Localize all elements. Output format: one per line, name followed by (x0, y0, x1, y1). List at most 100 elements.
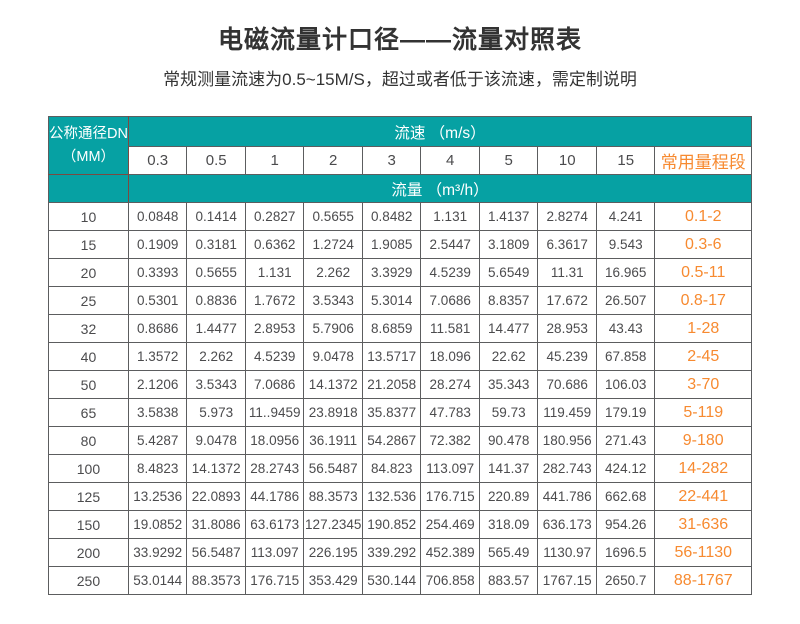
flow-value-cell: 7.0686 (244, 370, 305, 399)
flow-value-cell: 33.9292 (127, 538, 188, 567)
flow-value-cell: 883.57 (478, 566, 539, 595)
flow-value-cell: 176.715 (244, 566, 305, 595)
flow-value-cell: 31.8086 (186, 510, 246, 539)
flow-value-cell: 271.43 (595, 426, 656, 455)
dn-header-line2: （MM） (61, 148, 116, 165)
range-column-header: 常用量程段 (654, 146, 753, 175)
dn-value-cell: 150 (47, 510, 129, 539)
speed-column-header: 10 (537, 146, 597, 175)
table-row: 15 0.1909 0.3181 0.6362 1.2724 1.9085 2.5447 3.… (47, 230, 753, 259)
flow-comparison-table: 公称通径DN （MM） 流速 （m/s） 0.3 0.5 1 2 3 4 5 1… (47, 116, 753, 595)
flow-value-cell: 53.0144 (127, 566, 188, 595)
flow-value-cell: 2.1206 (127, 370, 188, 399)
flow-value-cell: 1130.97 (537, 538, 597, 567)
page-title: 电磁流量计口径——流量对照表 (217, 26, 582, 54)
flow-value-cell: 179.19 (595, 398, 656, 427)
range-value-cell: 0.3-6 (654, 230, 753, 259)
dn-value-cell: 80 (47, 426, 129, 455)
flow-value-cell: 2.262 (186, 342, 246, 371)
flow-value-cell: 180.956 (537, 426, 597, 455)
flow-value-cell: 28.274 (420, 370, 480, 399)
table-row: 50 2.1206 3.5343 7.0686 14.1372 21.2058 28.274… (47, 370, 753, 399)
range-value-cell: 31-636 (654, 510, 753, 539)
flow-value-cell: 424.12 (595, 454, 656, 483)
dn-value-cell: 200 (47, 538, 129, 567)
flow-value-cell: 1.4137 (478, 202, 539, 231)
flow-value-cell: 2.262 (303, 258, 363, 287)
table-row: 250 53.0144 88.3573 176.715 353.429 530.144 70… (47, 566, 753, 595)
speed-column-header: 15 (595, 146, 656, 175)
flow-value-cell: 113.097 (420, 454, 480, 483)
flow-value-cell: 4.5239 (244, 342, 305, 371)
flow-value-cell: 47.783 (420, 398, 480, 427)
flow-value-cell: 0.0848 (127, 202, 188, 231)
flow-value-cell: 0.5301 (127, 286, 188, 315)
range-value-cell: 56-1130 (654, 538, 753, 567)
table-row: 80 5.4287 9.0478 18.0956 36.1911 54.2867 72.38… (47, 426, 753, 455)
dn-value-cell: 20 (47, 258, 129, 287)
flow-value-cell: 1.3572 (127, 342, 188, 371)
flow-value-cell: 2650.7 (595, 566, 656, 595)
flow-value-cell: 11.581 (420, 314, 480, 343)
flow-value-cell: 0.1909 (127, 230, 188, 259)
flow-value-cell: 176.715 (420, 482, 480, 511)
flow-value-cell: 7.0686 (420, 286, 480, 315)
dn-value-cell: 32 (47, 314, 129, 343)
table-row: 100 8.4823 14.1372 28.2743 56.5487 84.823 113.… (47, 454, 753, 483)
flow-value-cell: 954.26 (595, 510, 656, 539)
flow-value-cell: 43.43 (595, 314, 656, 343)
flow-value-cell: 14.1372 (303, 370, 363, 399)
range-value-cell: 1-28 (654, 314, 753, 343)
range-value-cell: 0.5-11 (654, 258, 753, 287)
speed-unit-header: 流速 （m/s） (127, 116, 753, 147)
flow-value-cell: 63.6173 (244, 510, 305, 539)
flow-value-cell: 13.5717 (361, 342, 422, 371)
flow-value-cell: 2.8953 (244, 314, 305, 343)
flow-value-cell: 220.89 (478, 482, 539, 511)
dn-header-line1: 公称通径DN (48, 126, 128, 143)
header-row-speed: 公称通径DN （MM） 流速 （m/s） (47, 116, 753, 175)
flow-value-cell: 8.6859 (361, 314, 422, 343)
flow-value-cell: 8.4823 (127, 454, 188, 483)
table-body: 10 0.0848 0.1414 0.2827 0.5655 0.8482 1.131 1.4… (47, 202, 753, 595)
flow-value-cell: 0.3181 (186, 230, 246, 259)
flow-value-cell: 1696.5 (595, 538, 656, 567)
flow-value-cell: 662.68 (595, 482, 656, 511)
dn-value-cell: 65 (47, 398, 129, 427)
flow-value-cell: 28.953 (537, 314, 597, 343)
flow-value-cell: 45.239 (537, 342, 597, 371)
flow-value-cell: 88.3573 (303, 482, 363, 511)
flow-value-cell: 441.786 (537, 482, 597, 511)
dn-value-cell: 250 (47, 566, 129, 595)
flow-value-cell: 90.478 (478, 426, 539, 455)
flow-value-cell: 54.2867 (361, 426, 422, 455)
range-value-cell: 3-70 (654, 370, 753, 399)
flow-value-cell: 18.0956 (244, 426, 305, 455)
table-row: 25 0.5301 0.8836 1.7672 3.5343 5.3014 7.0686 8.… (47, 286, 753, 315)
flow-value-cell: 1.131 (244, 258, 305, 287)
range-value-cell: 5-119 (654, 398, 753, 427)
flow-value-cell: 44.1786 (244, 482, 305, 511)
flow-value-cell: 3.3929 (361, 258, 422, 287)
speed-column-header: 2 (303, 146, 363, 175)
range-value-cell: 2-45 (654, 342, 753, 371)
dn-value-cell: 10 (47, 202, 129, 231)
flow-value-cell: 5.6549 (478, 258, 539, 287)
flow-value-cell: 9.0478 (303, 342, 363, 371)
flow-value-cell: 706.858 (420, 566, 480, 595)
range-value-cell: 88-1767 (654, 566, 753, 595)
flow-value-cell: 0.6362 (244, 230, 305, 259)
dn-value-cell: 50 (47, 370, 129, 399)
flow-value-cell: 18.096 (420, 342, 480, 371)
flow-value-cell: 23.8918 (303, 398, 363, 427)
flow-value-cell: 0.8836 (186, 286, 246, 315)
flow-value-cell: 1.2724 (303, 230, 363, 259)
dn-column-header: 公称通径DN （MM） (47, 116, 129, 175)
flow-value-cell: 70.686 (537, 370, 597, 399)
flow-value-cell: 56.5487 (186, 538, 246, 567)
flow-value-cell: 3.5838 (127, 398, 188, 427)
flow-value-cell: 9.543 (595, 230, 656, 259)
flow-value-cell: 530.144 (361, 566, 422, 595)
flow-value-cell: 26.507 (595, 286, 656, 315)
range-value-cell: 22-441 (654, 482, 753, 511)
